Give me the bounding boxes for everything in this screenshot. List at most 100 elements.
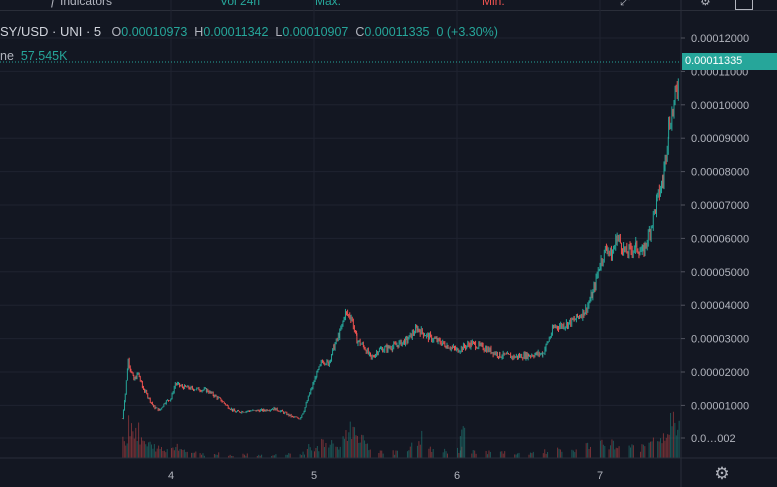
- volume-bar: [600, 440, 601, 458]
- volume-bar: [648, 442, 650, 458]
- volume-bar: [126, 443, 128, 458]
- volume-bar: [662, 433, 664, 458]
- volume-bar: [382, 453, 384, 458]
- low-label: L: [275, 25, 283, 39]
- volume-bar: [136, 440, 138, 458]
- volume-bar: [318, 451, 320, 458]
- volume-bar: [356, 435, 358, 458]
- volume-bar: [630, 447, 632, 458]
- volume-bar: [395, 450, 397, 458]
- volume-bar: [289, 453, 291, 458]
- volume-bar: [658, 441, 660, 458]
- volume-bar: [378, 453, 380, 458]
- volume-bar: [178, 450, 180, 458]
- volume-bar: [272, 455, 274, 458]
- volume-bar: [660, 438, 662, 458]
- price-tick-label: 0.00005000: [691, 267, 749, 279]
- volume-bar: [354, 427, 356, 458]
- volume-bar: [345, 430, 347, 458]
- volume-bar: [489, 451, 491, 458]
- volume-bar: [588, 448, 590, 458]
- open-label: O: [111, 25, 122, 39]
- ohlc-legend: SY/USD · UNI · 5 O0.00010973 H0.00011342…: [0, 24, 498, 39]
- volume-bars: [122, 411, 680, 458]
- volume-bar: [195, 451, 197, 458]
- volume-bar: [518, 452, 520, 458]
- fullscreen-icon[interactable]: ⤢: [620, 0, 630, 8]
- volume-bar: [409, 446, 411, 458]
- indicators-button[interactable]: ƒ Indicators: [50, 0, 112, 8]
- volume-bar: [671, 426, 673, 458]
- volume-bar: [199, 453, 201, 458]
- symbol-title[interactable]: SY/USD · UNI · 5: [0, 24, 102, 39]
- volume-bar: [273, 455, 275, 458]
- volume-bar: [615, 447, 617, 458]
- volume-bar: [339, 446, 341, 458]
- volume-bar: [271, 455, 273, 458]
- volume-bar: [364, 440, 366, 458]
- indicators-icon: ƒ: [50, 0, 57, 8]
- price-tick-label: 0.00004000: [691, 300, 749, 312]
- volume-bar: [173, 450, 175, 458]
- volume-bar: [160, 447, 162, 458]
- volume-bar: [218, 452, 220, 458]
- volume-bar: [332, 443, 334, 458]
- volume-bar: [547, 452, 549, 458]
- volume-bar: [365, 443, 367, 458]
- volume-bar: [651, 441, 653, 458]
- toolbar-max-text: Max:: [315, 0, 342, 8]
- volume-bar: [242, 453, 244, 458]
- volume-bar: [344, 438, 346, 458]
- gear-icon[interactable]: ⚙: [714, 464, 730, 483]
- volume-bar: [421, 430, 423, 458]
- volume-bar: [185, 452, 187, 458]
- volume-bar: [361, 434, 363, 458]
- volume-bar: [259, 455, 261, 458]
- volume-bar: [256, 455, 258, 458]
- volume-bar: [301, 455, 303, 458]
- volume-bar: [123, 441, 125, 458]
- volume-bar: [614, 449, 616, 458]
- price-tick-label: 0.00002000: [691, 367, 749, 379]
- top-toolbar: ƒ Indicators Vol 24h Max: Min: ⤢ ⚙: [0, 0, 777, 11]
- settings-top-icon[interactable]: ⚙: [700, 0, 711, 8]
- volume-bar: [585, 443, 587, 458]
- volume-bar: [406, 451, 408, 458]
- volume-bar: [275, 454, 277, 458]
- volume-bar: [368, 450, 370, 458]
- volume-bar: [231, 456, 233, 458]
- screenshot-icon[interactable]: [735, 0, 753, 10]
- volume-bar: [444, 448, 446, 458]
- volume-bar: [355, 435, 357, 458]
- price-tick-label: 0.00009000: [691, 133, 749, 145]
- volume-bar: [459, 450, 461, 458]
- volume-bar: [604, 446, 606, 458]
- volume-bar: [418, 441, 420, 458]
- volume-bar: [243, 454, 245, 458]
- toolbar-info-text: Vol 24h: [220, 0, 261, 8]
- volume-bar: [228, 455, 230, 458]
- volume-bar: [193, 452, 195, 458]
- volume-bar: [285, 454, 287, 458]
- time-tick-label: 7: [597, 470, 603, 482]
- volume-bar: [286, 454, 288, 458]
- volume-bar: [140, 437, 142, 458]
- change-value: 0 (+3.30%): [436, 25, 498, 39]
- volume-bar: [203, 455, 205, 458]
- price-tick-label: 0.00006000: [691, 233, 749, 245]
- volume-bar: [146, 446, 148, 458]
- volume-bar: [342, 436, 344, 458]
- volume-bar: [336, 446, 338, 458]
- volume-bar: [325, 443, 327, 458]
- volume-bar: [558, 448, 560, 458]
- volume-bar: [138, 422, 140, 458]
- volume-bar: [531, 453, 533, 458]
- volume-bar: [125, 445, 127, 458]
- volume-bar: [171, 448, 172, 458]
- volume-bar: [632, 445, 634, 458]
- price-axis: 0.000120000.000110000.000100000.00009000…: [681, 33, 749, 445]
- volume-bar: [128, 415, 130, 458]
- volume-bar: [602, 444, 604, 458]
- volume-bar: [665, 437, 667, 458]
